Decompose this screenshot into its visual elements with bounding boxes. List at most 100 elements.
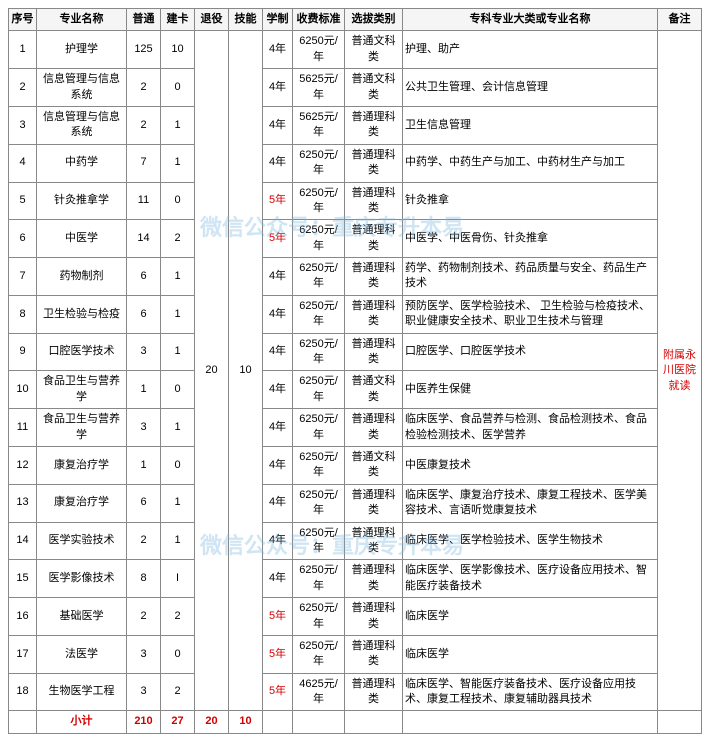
major-table: 序号 专业名称 普通 建卡 退役 技能 学制 收费标准 选拔类别 专科专业大类或… (8, 8, 702, 734)
cell: 普通理科类 (345, 106, 403, 144)
cell: 6250元/年 (293, 484, 345, 522)
cell: 临床医学、智能医疗装备技术、医疗设备应用技术、康复工程技术、康复辅助器具技术 (403, 673, 658, 711)
table-row: 1护理学1251020104年6250元/年普通文科类护理、助产附属永川医院就读 (9, 31, 702, 69)
cell: 6250元/年 (293, 333, 345, 371)
cell: 2 (127, 69, 161, 107)
h-note: 备注 (658, 9, 702, 31)
cell: 6 (127, 258, 161, 296)
cell: 临床医学、医学影像技术、医疗设备应用技术、智能医疗装备技术 (403, 560, 658, 598)
h-dur: 学制 (263, 9, 293, 31)
cell: 食品卫生与营养学 (37, 371, 127, 409)
cell (658, 711, 702, 733)
cell: I (161, 560, 195, 598)
cell: 4625元/年 (293, 673, 345, 711)
cell: 临床医学、食品营养与检测、食品检测技术、食品检验检测技术、医学营养 (403, 409, 658, 447)
table-row: 8卫生检验与检疫614年6250元/年普通理科类预防医学、医学检验技术、 卫生检… (9, 295, 702, 333)
subtotal-row: 小计210272010 (9, 711, 702, 733)
cell: 普通理科类 (345, 258, 403, 296)
cell: 康复治疗学 (37, 446, 127, 484)
cell: 预防医学、医学检验技术、 卫生检验与检疫技术、职业健康安全技术、职业卫生技术与管… (403, 295, 658, 333)
cell: 1 (127, 446, 161, 484)
cell: 法医学 (37, 635, 127, 673)
cell: 普通文科类 (345, 69, 403, 107)
cell: 普通理科类 (345, 333, 403, 371)
cell: 3 (127, 333, 161, 371)
cell: 普通理科类 (345, 220, 403, 258)
cell: 20 (195, 711, 229, 733)
cell: 210 (127, 711, 161, 733)
cell: 口腔医学、口腔医学技术 (403, 333, 658, 371)
h-pt: 普通 (127, 9, 161, 31)
cell: 4年 (263, 69, 293, 107)
cell: 4年 (263, 446, 293, 484)
cell: 临床医学、医学检验技术、医学生物技术 (403, 522, 658, 560)
cell: 药学、药物制剂技术、药品质量与安全、药品生产技术 (403, 258, 658, 296)
cell: 针灸推拿学 (37, 182, 127, 220)
cell: 中医养生保健 (403, 371, 658, 409)
cell: 6250元/年 (293, 31, 345, 69)
cell: 3 (127, 635, 161, 673)
cell: 27 (161, 711, 195, 733)
cell: 1 (161, 522, 195, 560)
cell (403, 711, 658, 733)
cell: 普通理科类 (345, 560, 403, 598)
h-ty: 退役 (195, 9, 229, 31)
cell: 2 (127, 522, 161, 560)
cell: 普通文科类 (345, 31, 403, 69)
cell: 临床医学、康复治疗技术、康复工程技术、医学美容技术、言语听觉康复技术 (403, 484, 658, 522)
table-row: 14医学实验技术214年6250元/年普通理科类临床医学、医学检验技术、医学生物… (9, 522, 702, 560)
cell: 6 (127, 484, 161, 522)
cell: 1 (161, 144, 195, 182)
cell: 基础医学 (37, 598, 127, 636)
cell: 4年 (263, 258, 293, 296)
cell: 0 (161, 182, 195, 220)
cell: 6250元/年 (293, 409, 345, 447)
cell: 4年 (263, 333, 293, 371)
cell: 中医学 (37, 220, 127, 258)
table-row: 6中医学1425年6250元/年普通理科类中医学、中医骨伤、针灸推拿 (9, 220, 702, 258)
cell: 中药学、中药生产与加工、中药材生产与加工 (403, 144, 658, 182)
cell: 护理学 (37, 31, 127, 69)
cell: 3 (127, 409, 161, 447)
cell: 临床医学 (403, 635, 658, 673)
cell: 普通文科类 (345, 446, 403, 484)
cell: 针灸推拿 (403, 182, 658, 220)
cell: 普通理科类 (345, 144, 403, 182)
cell: 6 (9, 220, 37, 258)
cell: 临床医学 (403, 598, 658, 636)
cell: 16 (9, 598, 37, 636)
h-name: 专业名称 (37, 9, 127, 31)
cell: 5625元/年 (293, 69, 345, 107)
cell: 9 (9, 333, 37, 371)
cell: 信息管理与信息系统 (37, 69, 127, 107)
cell: 6250元/年 (293, 522, 345, 560)
h-jn: 技能 (229, 9, 263, 31)
cell: 125 (127, 31, 161, 69)
table-row: 10食品卫生与营养学104年6250元/年普通文科类中医养生保健 (9, 371, 702, 409)
cell: 普通理科类 (345, 484, 403, 522)
cell: 中医康复技术 (403, 446, 658, 484)
cell: 1 (161, 295, 195, 333)
cell: 0 (161, 371, 195, 409)
cell: 13 (9, 484, 37, 522)
table-row: 18生物医学工程325年4625元/年普通理科类临床医学、智能医疗装备技术、医疗… (9, 673, 702, 711)
cell: 4年 (263, 106, 293, 144)
cell: 中医学、中医骨伤、针灸推拿 (403, 220, 658, 258)
cell: 7 (127, 144, 161, 182)
cell: 6250元/年 (293, 598, 345, 636)
cell: 4年 (263, 522, 293, 560)
cell: 护理、助产 (403, 31, 658, 69)
cell (345, 711, 403, 733)
cell: 2 (127, 106, 161, 144)
cell: 附属永川医院就读 (658, 31, 702, 711)
cell: 医学实验技术 (37, 522, 127, 560)
cell: 6250元/年 (293, 144, 345, 182)
table-row: 11食品卫生与营养学314年6250元/年普通理科类临床医学、食品营养与检测、食… (9, 409, 702, 447)
cell: 6250元/年 (293, 182, 345, 220)
cell (263, 711, 293, 733)
table-row: 3信息管理与信息系统214年5625元/年普通理科类卫生信息管理 (9, 106, 702, 144)
cell: 10 (229, 31, 263, 711)
cell: 2 (127, 598, 161, 636)
cell: 4年 (263, 295, 293, 333)
cell: 普通理科类 (345, 522, 403, 560)
